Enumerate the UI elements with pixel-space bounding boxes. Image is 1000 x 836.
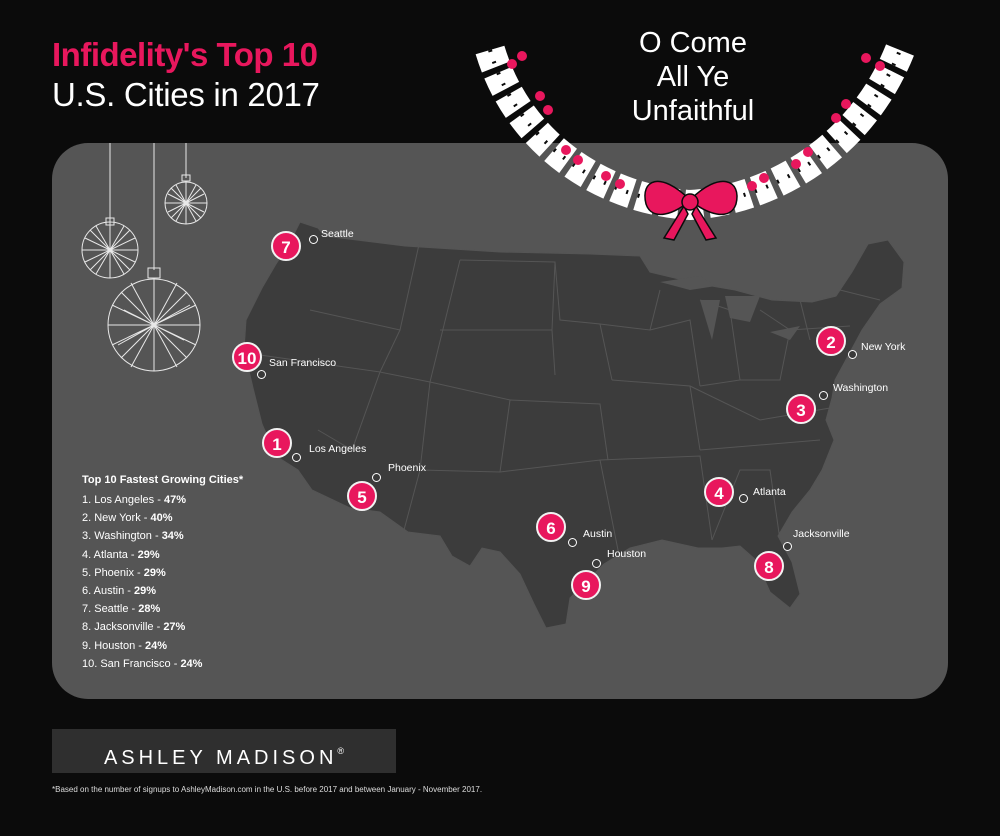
registered-mark: ® [337, 746, 345, 756]
list-item-value: 24% [180, 657, 203, 670]
rank-marker-austin: 6 [536, 512, 566, 542]
city-dot-atlanta [739, 494, 748, 503]
list-item-value: 29% [137, 548, 160, 561]
brand-name: ASHLEY MADISON [103, 747, 338, 769]
title-line-2: U.S. Cities in 2017 [52, 76, 320, 113]
city-label-houston: Houston [607, 548, 647, 560]
list-item-value: 47% [163, 494, 186, 506]
city-dot-los-angeles [292, 453, 301, 462]
city-dot-austin [568, 538, 577, 547]
list-item-value: 24% [144, 639, 168, 652]
rank-marker-new-york: 2 [816, 326, 846, 356]
city-label-phoenix: Phoenix [388, 462, 426, 474]
tagline-line-3: Unfaithful [631, 95, 755, 127]
list-item-label: 7. Seattle - [82, 603, 139, 616]
list-item-label: 1. Los Angeles - [82, 494, 164, 506]
list-item: 10. San Francisco - 24% [82, 655, 243, 673]
rank-marker-jacksonville: 8 [754, 551, 784, 581]
rank-marker-seattle: 7 [271, 231, 301, 261]
city-label-atlanta: Atlanta [753, 486, 786, 498]
tagline-line-2: All Ye [656, 61, 730, 93]
tagline: O Come All Ye Unfaithful [598, 26, 788, 128]
list-item-value: 27% [163, 621, 186, 634]
rank-marker-san-francisco: 10 [232, 342, 262, 372]
list-item-label: 3. Washington - [82, 530, 162, 543]
city-dot-phoenix [372, 473, 381, 482]
list-item-label: 9. Houston - [82, 639, 145, 652]
list-item-value: 29% [133, 584, 157, 597]
city-dot-san-francisco [257, 370, 266, 379]
tagline-line-1: O Come [639, 27, 747, 59]
footnote: *Based on the number of signups to Ashle… [52, 785, 483, 794]
list-item: 9. Houston - 24% [82, 637, 243, 655]
rank-marker-atlanta: 4 [704, 477, 734, 507]
rank-marker-los-angeles: 1 [262, 428, 292, 458]
ribbon-bow-icon [644, 180, 738, 241]
list-item-value: 40% [150, 512, 173, 525]
great-lakes [660, 276, 800, 340]
list-item-label: 5. Phoenix - [82, 566, 144, 579]
city-label-seattle: Seattle [321, 228, 354, 240]
city-label-san-francisco: San Francisco [269, 357, 337, 369]
brand-logo: ASHLEY MADISON® [52, 729, 396, 773]
list-item-label: 2. New York - [82, 512, 151, 525]
list-item-label: 10. San Francisco - [82, 657, 181, 670]
city-dot-seattle [309, 235, 318, 244]
city-dot-washington [819, 391, 828, 400]
city-label-austin: Austin [583, 528, 613, 540]
rank-marker-phoenix: 5 [347, 481, 377, 511]
list-item: 2. New York - 40% [82, 509, 243, 527]
rank-marker-washington: 3 [786, 394, 816, 424]
title-line-1: Infidelity's Top 10 [52, 36, 318, 73]
city-label-jacksonville: Jacksonville [793, 528, 850, 540]
list-item: 6. Austin - 29% [82, 582, 243, 600]
city-label-los-angeles: Los Angeles [309, 443, 367, 455]
list-item: 3. Washington - 34% [82, 527, 243, 545]
city-label-new-york: New York [861, 341, 906, 353]
rank-marker-houston: 9 [571, 570, 601, 600]
city-label-washington: Washington [833, 382, 889, 394]
city-dot-new-york [848, 350, 857, 359]
list-item-label: 4. Atlanta - [82, 548, 138, 561]
ranking-list: Top 10 Fastest Growing Cities* 1. Los An… [82, 474, 243, 673]
city-dot-houston [592, 559, 601, 568]
us-silhouette [243, 221, 905, 629]
ornament-icon [81, 143, 208, 372]
list-item: 1. Los Angeles - 47% [82, 491, 243, 509]
list-item: 7. Seattle - 28% [82, 600, 243, 618]
list-item-value: 34% [161, 530, 184, 543]
list-item: 8. Jacksonville - 27% [82, 618, 243, 636]
list-item: 4. Atlanta - 29% [82, 546, 243, 564]
ranking-list-heading: Top 10 Fastest Growing Cities* [82, 474, 244, 486]
city-dot-jacksonville [783, 542, 792, 551]
list-item-value: 28% [138, 603, 161, 616]
list-item-value: 29% [143, 566, 166, 579]
list-item-label: 8. Jacksonville - [82, 621, 164, 634]
list-item: 5. Phoenix - 29% [82, 564, 243, 582]
list-item-label: 6. Austin - [82, 584, 134, 597]
